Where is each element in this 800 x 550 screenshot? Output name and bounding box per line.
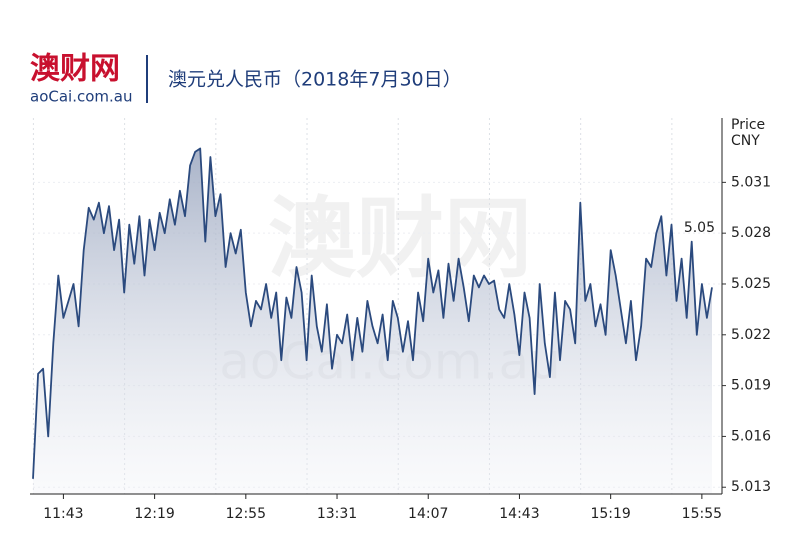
area — [33, 148, 712, 494]
y-tick-label: 5.013 — [731, 479, 771, 495]
x-tick-label: 12:19 — [134, 506, 174, 522]
y-tick-label: 5.025 — [731, 276, 771, 292]
y-tick-label: 5.022 — [731, 327, 771, 343]
x-tick-label: 15:55 — [682, 506, 722, 522]
logo-name: 澳财网 — [30, 52, 120, 87]
y-tick-label: 5.028 — [731, 225, 771, 241]
annotation: 5.05 — [684, 220, 715, 236]
x-tick-label: 14:43 — [499, 506, 539, 522]
x-tick-label: 11:43 — [43, 506, 83, 522]
x-tick-label: 14:07 — [408, 506, 448, 522]
logo-site: aoCai.com.au — [30, 88, 132, 106]
y-tick-label: 5.019 — [731, 378, 771, 394]
y-tick-label: 5.016 — [731, 428, 771, 444]
x-tick-label: 15:19 — [590, 506, 630, 522]
y-axis-label: Price CNY — [731, 117, 765, 149]
x-tick-label: 13:31 — [317, 506, 357, 522]
watermark: 澳财网 — [268, 187, 532, 290]
line — [32, 147, 713, 479]
y-tick-label: 5.031 — [731, 174, 771, 190]
chart-title: 澳元兑人民币（2018年7月30日） — [168, 69, 462, 91]
x-tick-label: 12:55 — [226, 506, 266, 522]
